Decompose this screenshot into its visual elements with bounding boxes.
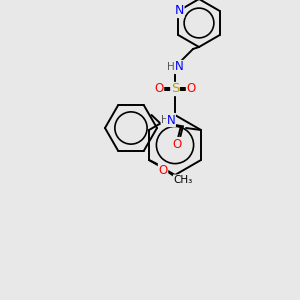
Text: O: O: [186, 82, 196, 95]
Text: N: N: [175, 4, 184, 17]
Text: O: O: [154, 82, 164, 95]
Text: H: H: [161, 115, 169, 125]
Text: H: H: [167, 62, 175, 72]
Text: N: N: [167, 113, 176, 127]
Text: S: S: [171, 82, 179, 95]
Text: O: O: [158, 164, 168, 176]
Text: O: O: [172, 137, 182, 151]
Text: CH₃: CH₃: [173, 175, 193, 185]
Text: N: N: [175, 61, 183, 74]
